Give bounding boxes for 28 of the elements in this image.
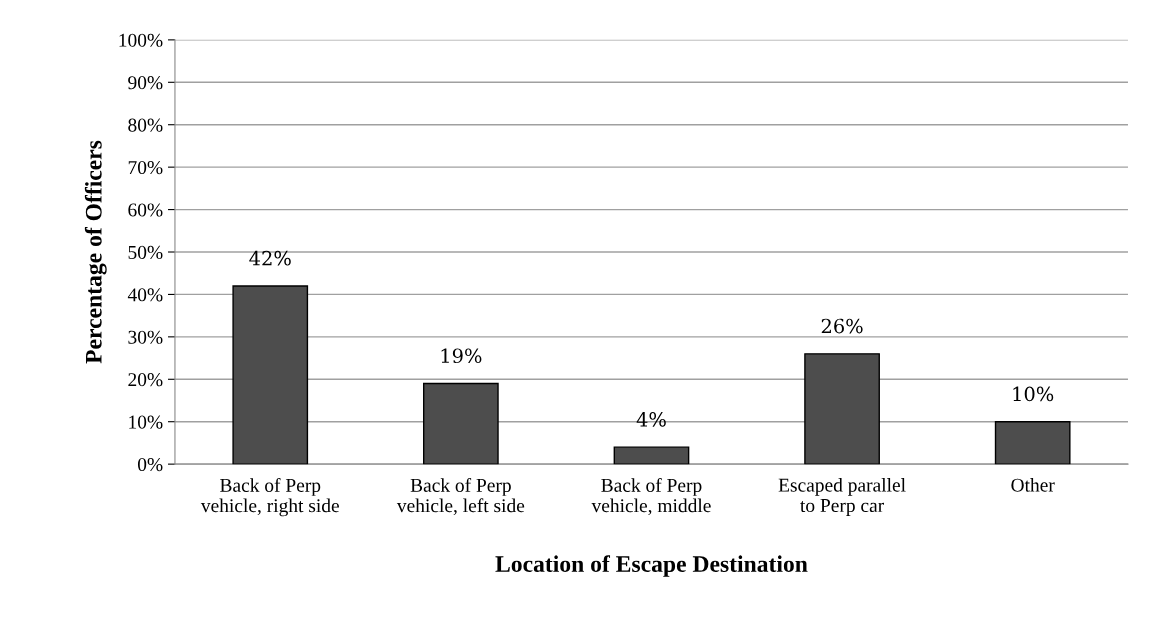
y-tick-label: 90% bbox=[128, 76, 163, 90]
y-tick-label: 0% bbox=[137, 457, 163, 472]
y-tick-label: 30% bbox=[128, 330, 163, 344]
data-label: 4% bbox=[636, 412, 666, 427]
x-tick-label: Back of Perp vehicle, middle bbox=[591, 478, 711, 516]
y-tick-label: 10% bbox=[129, 415, 163, 429]
bar bbox=[613, 446, 690, 465]
y-tick-label: 80% bbox=[128, 118, 163, 132]
y-tick-label: 100% bbox=[119, 33, 163, 47]
x-axis-title: Location of Escape Destination bbox=[495, 555, 808, 577]
bar bbox=[804, 353, 880, 465]
y-tick-label: 40% bbox=[127, 288, 163, 302]
y-tick-label: 60% bbox=[128, 203, 163, 217]
data-label: 10% bbox=[1013, 386, 1054, 402]
bar bbox=[232, 285, 309, 465]
x-tick-label: Back of Perp vehicle, right side bbox=[200, 478, 339, 517]
bar bbox=[994, 421, 1071, 465]
data-label: 26% bbox=[821, 318, 863, 334]
x-tick-label: Back of Perp vehicle, left side bbox=[396, 478, 525, 516]
y-tick-label: 20% bbox=[128, 373, 163, 387]
y-tick-label: 70% bbox=[128, 160, 163, 175]
x-tick-label: Escaped parallel to Perp car bbox=[778, 478, 906, 516]
data-label: 19% bbox=[441, 348, 482, 364]
bar bbox=[422, 382, 499, 465]
data-label: 42% bbox=[249, 250, 291, 266]
x-tick-label: Other bbox=[1011, 478, 1055, 492]
y-tick-label: 50% bbox=[128, 245, 163, 260]
y-axis-title: Percentage of Officers bbox=[84, 140, 107, 364]
